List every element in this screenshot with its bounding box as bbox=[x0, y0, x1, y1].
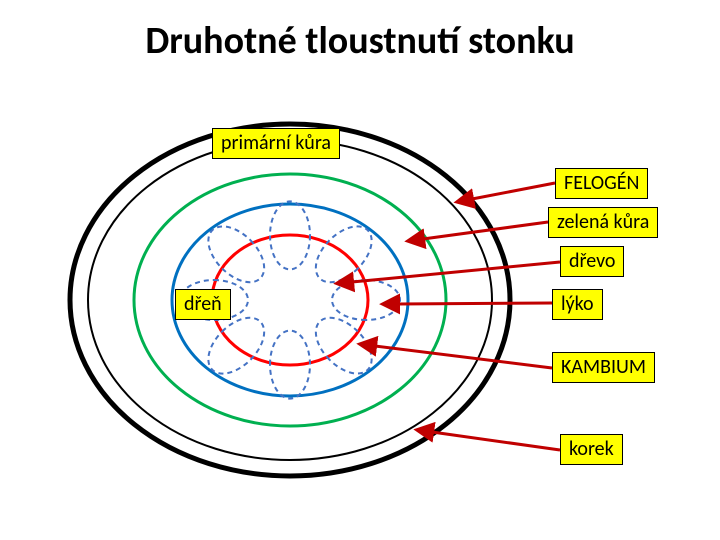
ring-outer-black-thin bbox=[88, 140, 492, 460]
arrow-korek bbox=[432, 432, 560, 450]
arrow-zelena bbox=[423, 222, 548, 239]
label-dren: dřeň bbox=[175, 289, 231, 320]
ring-outer-black-thick bbox=[70, 124, 510, 476]
arrow-lyko bbox=[398, 303, 552, 304]
label-kambium: KAMBIUM bbox=[552, 352, 655, 383]
label-zelena-kura: zelená kůra bbox=[548, 207, 658, 238]
label-lyko: lýko bbox=[552, 289, 603, 320]
label-korek: korek bbox=[560, 434, 623, 465]
label-primarni-kura: primární kůra bbox=[212, 128, 340, 159]
arrow-felogen bbox=[472, 183, 555, 199]
ring-red-ring bbox=[212, 235, 368, 365]
arrow-kambium bbox=[375, 346, 552, 368]
label-felogen: FELOGÉN bbox=[555, 168, 648, 199]
arrow-drevo bbox=[352, 262, 560, 282]
rings-group bbox=[70, 124, 510, 476]
label-drevo: dřevo bbox=[560, 246, 624, 277]
